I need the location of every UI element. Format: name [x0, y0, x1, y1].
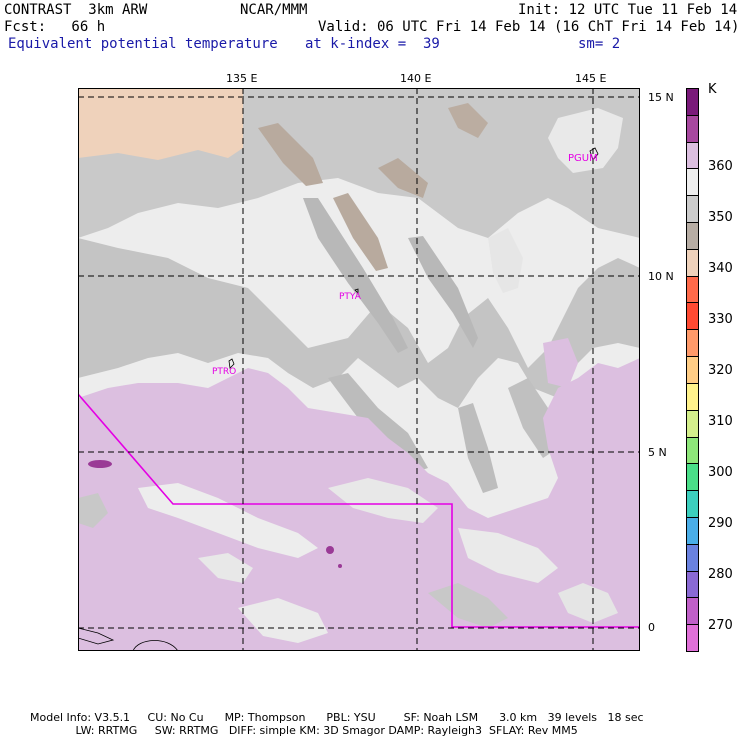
- lat-label-0: 0: [648, 621, 655, 634]
- colorbar-swatch: [686, 195, 699, 224]
- colorbar-swatch: [686, 114, 699, 143]
- colorbar-label: 330: [708, 312, 733, 327]
- coastline-sw: [78, 627, 115, 645]
- lat-label-5n: 5 N: [648, 446, 667, 459]
- coastline-sw-2: [132, 640, 179, 651]
- colorbar-swatch: [686, 88, 699, 116]
- colorbar-label: 280: [708, 567, 733, 582]
- colorbar-swatch: [686, 168, 699, 197]
- colorbar-swatch: [686, 624, 699, 652]
- gray-streak-1: [303, 198, 408, 353]
- lon-label-145: 145 E: [575, 72, 607, 85]
- colorbar-label: 270: [708, 618, 733, 633]
- station-pgum: PGUM: [568, 153, 598, 164]
- field-name: Equivalent potential temperature: [8, 36, 278, 52]
- peach-region-nw: [78, 88, 243, 160]
- colorbar-label: 340: [708, 261, 733, 276]
- lon-label-135: 135 E: [226, 72, 258, 85]
- colorbar-label: 350: [708, 210, 733, 225]
- colorbar-swatch: [686, 490, 699, 518]
- colorbar-swatch: [686, 222, 699, 250]
- colorbar-label: 300: [708, 465, 733, 480]
- model-info-line2: LW: RRTMG SW: RRTMG DIFF: simple KM: 3D …: [30, 724, 578, 737]
- dark-purple-spot-1: [88, 460, 112, 468]
- tan-patch-1: [258, 123, 323, 186]
- light-region-ne: [548, 108, 623, 173]
- light-patch-south-6: [198, 553, 253, 583]
- dark-purple-spot-2: [326, 546, 334, 554]
- colorbar-swatch: [686, 436, 699, 465]
- colorbar-label: 320: [708, 363, 733, 378]
- colorbar-swatch: [686, 463, 699, 492]
- light-patch-south-1: [138, 483, 318, 558]
- model-info-line1: Model Info: V3.5.1 CU: No Cu MP: Thompso…: [30, 711, 644, 724]
- colorbar-swatch: [686, 302, 699, 331]
- colorbar-swatch: [686, 141, 699, 170]
- colorbar-swatch: [686, 409, 699, 438]
- gray-streak-5: [508, 378, 558, 458]
- colorbar-swatch: [686, 516, 699, 545]
- model-title: CONTRAST 3km ARW: [4, 2, 148, 18]
- lat-label-15n: 15 N: [648, 91, 674, 104]
- smoothing: sm= 2: [578, 36, 621, 52]
- lon-label-140: 140 E: [400, 72, 432, 85]
- colorbar-swatch: [686, 570, 699, 599]
- gray-patch-south-1: [78, 493, 108, 528]
- gray-patch-south-2: [428, 583, 508, 628]
- gray-streak-4: [458, 403, 498, 493]
- colorbar-swatch: [686, 597, 699, 626]
- light-patch-south-2: [328, 478, 438, 523]
- tan-patch-2: [333, 193, 388, 271]
- colorbar-label: 290: [708, 516, 733, 531]
- tan-patch-4: [448, 103, 488, 138]
- gray-streak-3: [328, 373, 428, 473]
- lat-label-10n: 10 N: [648, 270, 674, 283]
- light-patch-south-5: [558, 583, 618, 623]
- light-patch-south-4: [238, 598, 328, 643]
- island-yap: [354, 288, 359, 294]
- colorbar-swatch: [686, 275, 699, 304]
- gray-streak-2: [408, 236, 478, 348]
- boundary-line: [78, 393, 640, 628]
- colorbar-swatch: [686, 356, 699, 384]
- light-streak-ne: [488, 228, 523, 293]
- level-index: at k-index = 39: [305, 36, 440, 52]
- org-name: NCAR/MMM: [240, 2, 308, 18]
- island-palau: [228, 358, 235, 369]
- colorbar-swatch: [686, 329, 699, 358]
- colorbar-label: 360: [708, 159, 733, 174]
- colorbar-label: 310: [708, 414, 733, 429]
- colorbar-swatch: [686, 248, 699, 277]
- light-patch-south-3: [458, 528, 558, 583]
- tan-patch-3: [378, 158, 428, 198]
- valid-time: Valid: 06 UTC Fri 14 Feb 14 (16 ChT Fri …: [318, 19, 740, 35]
- lavender-patch-east-1: [543, 338, 578, 388]
- init-time: Init: 12 UTC Tue 11 Feb 14: [518, 2, 738, 18]
- gray-band-mid-1: [78, 238, 640, 408]
- station-ptro: PTRO: [212, 367, 236, 377]
- station-ptya: PTYA: [339, 292, 362, 302]
- graticule: [78, 88, 640, 651]
- theta-e-map: PGUM PTYA PTRO: [78, 88, 640, 651]
- colorbar-swatch: [686, 543, 699, 572]
- colorbar-swatch: [686, 382, 699, 411]
- colorbar-unit: K: [708, 82, 717, 97]
- forecast-hour: Fcst: 66 h: [4, 19, 106, 35]
- dark-purple-spot-3: [338, 564, 342, 568]
- map-frame: [78, 88, 640, 651]
